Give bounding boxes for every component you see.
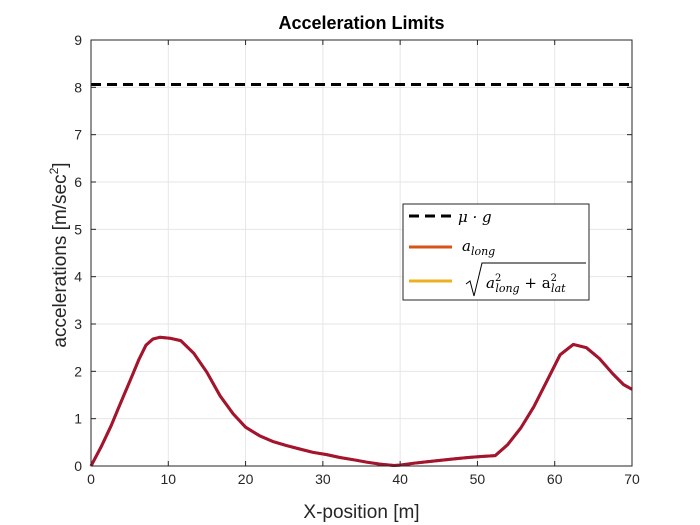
- y-axis-label-sup: 2: [47, 167, 61, 174]
- y-tick-label: 4: [74, 269, 82, 285]
- series-layer: [89, 83, 633, 467]
- y-tick-label: 3: [74, 316, 82, 332]
- x-tick-label: 20: [238, 471, 254, 487]
- legend-label-mu-g: μ · g: [458, 208, 492, 226]
- x-tick-label: 30: [315, 471, 331, 487]
- x-tick-label: 50: [470, 471, 486, 487]
- series-line-sqrt-a-long-2-a-lat-2: [89, 335, 633, 467]
- y-tick-label: 1: [74, 411, 82, 427]
- y-axis-label: accelerations [m/sec2]: [47, 162, 71, 347]
- axes-box: [90, 39, 633, 467]
- y-tick-label: 8: [74, 79, 82, 95]
- tick-labels: 0 10 20 30 40 50 60 70 0 1 2 3 4 5 6 7 8 9: [74, 32, 640, 487]
- legend: μ · g along a2 long + a2 lat: [402, 203, 590, 301]
- y-tick-label: 5: [74, 221, 82, 237]
- x-tick-label: 70: [624, 471, 640, 487]
- x-tick-label: 40: [392, 471, 408, 487]
- y-tick-label: 0: [74, 458, 82, 474]
- x-tick-label: 0: [87, 471, 95, 487]
- x-axis-label: X-position [m]: [303, 502, 419, 523]
- y-tick-label: 2: [74, 363, 82, 379]
- legend-box: [402, 203, 590, 301]
- y-tick-label: 9: [74, 32, 82, 48]
- y-tick-label: 7: [74, 127, 82, 143]
- chart-title: Acceleration Limits: [278, 13, 444, 33]
- x-tick-label: 10: [160, 471, 176, 487]
- y-axis-label-close: ]: [50, 162, 71, 167]
- tick-marks: [90, 39, 633, 467]
- y-tick-label: 6: [74, 174, 82, 190]
- y-axis-label-main: accelerations [m/sec: [50, 174, 71, 347]
- x-tick-label: 60: [547, 471, 563, 487]
